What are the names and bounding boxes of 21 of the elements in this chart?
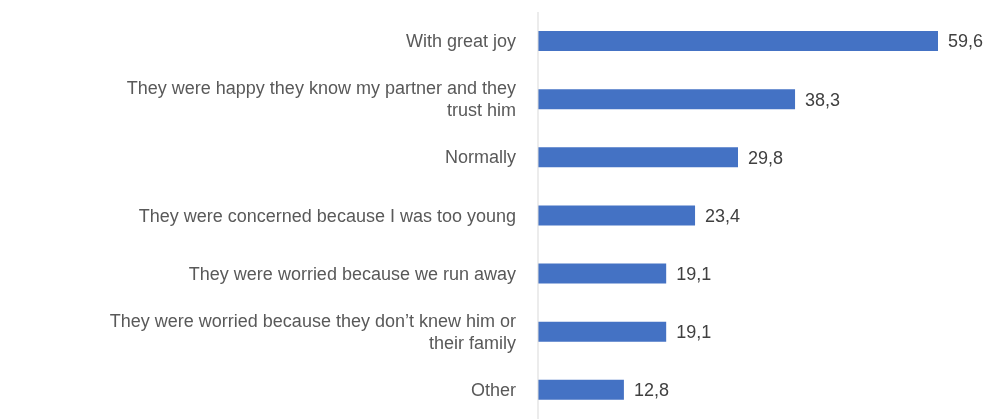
data-label: 19,1 — [676, 322, 712, 343]
bar — [538, 379, 624, 400]
bar — [538, 147, 738, 168]
bar — [538, 89, 796, 110]
y-tick-label: They were happy they know my partner and they trust him — [126, 78, 516, 121]
data-label: 19,1 — [676, 263, 712, 284]
bar — [538, 263, 667, 284]
bar — [538, 205, 696, 226]
y-tick-label: Normally — [444, 147, 516, 168]
y-tick-label: They were worried because we run away — [188, 263, 516, 284]
y-tick-label: They were concerned because I was too young — [138, 205, 516, 226]
data-label: 38,3 — [805, 89, 841, 110]
data-label: 12,8 — [633, 380, 669, 401]
bar — [538, 31, 938, 51]
data-label: 23,4 — [705, 205, 741, 226]
data-label: 59,6 — [948, 31, 984, 52]
y-tick-label: They were worried because they don’t knew him or their family — [109, 310, 516, 353]
data-label: 29,8 — [748, 147, 784, 168]
y-tick-label: Other — [470, 379, 516, 400]
y-tick-label: With great joy — [405, 31, 516, 52]
bar — [538, 321, 667, 342]
